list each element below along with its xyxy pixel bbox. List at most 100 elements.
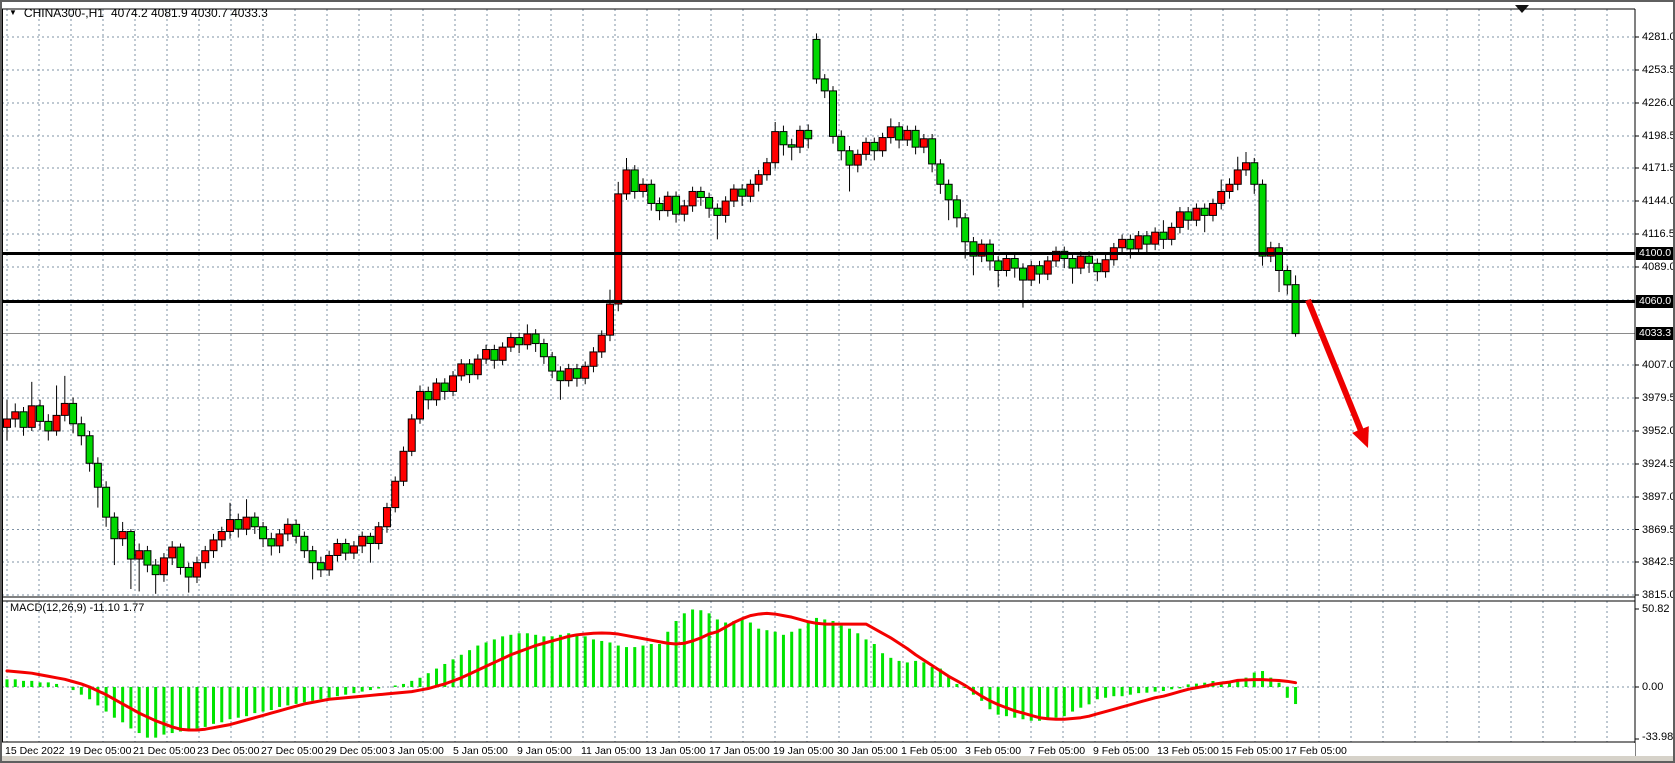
macd-histogram-bar — [641, 645, 645, 687]
macd-histogram-bar — [245, 687, 249, 717]
candle-body — [506, 337, 515, 348]
macd-histogram-bar — [286, 687, 290, 706]
macd-histogram-bar — [162, 687, 166, 735]
candle-body — [366, 535, 375, 545]
macd-histogram-bar — [625, 647, 628, 687]
macd-histogram-bar — [195, 687, 199, 729]
macd-histogram-bar — [1120, 687, 1124, 697]
macd-histogram-bar — [13, 679, 17, 687]
candle-body — [11, 411, 20, 420]
macd-histogram-bar — [22, 680, 26, 687]
candle-body — [581, 365, 590, 379]
candle-body — [705, 196, 714, 209]
macd-histogram-bar — [212, 687, 215, 724]
macd-histogram-bar — [1021, 687, 1025, 720]
macd-histogram-bar — [443, 663, 447, 687]
candle-body — [630, 169, 639, 192]
macd-histogram-bar — [1294, 687, 1298, 705]
candle-body — [358, 535, 367, 547]
candle-body — [143, 550, 152, 566]
price-axis-label: 4089.0 — [1642, 260, 1675, 273]
candle-body — [812, 38, 821, 80]
macd-histogram-bar — [757, 628, 761, 687]
time-axis-label: 5 Jan 05:00 — [453, 745, 508, 757]
price-axis-label: 3842.5 — [1642, 556, 1675, 569]
candle-body — [762, 162, 771, 176]
candle-body — [1093, 262, 1102, 273]
macd-histogram-bar — [1178, 687, 1182, 689]
macd-histogram-bar — [104, 687, 108, 712]
candle-body — [597, 334, 606, 353]
macd-histogram-bar — [1236, 679, 1240, 687]
macd-histogram-bar — [178, 687, 182, 732]
macd-histogram-bar — [154, 687, 158, 738]
candle-body — [1142, 235, 1151, 245]
macd-histogram-bar — [1227, 681, 1231, 687]
macd-histogram-bar — [112, 687, 116, 718]
time-axis-label: 3 Jan 05:00 — [389, 745, 444, 757]
candle-body — [795, 129, 804, 148]
candle-body — [159, 557, 168, 576]
candle-body — [837, 135, 846, 152]
macd-histogram-bar — [798, 628, 802, 687]
macd-histogram-bar — [922, 662, 926, 687]
macd-histogram-bar — [46, 682, 50, 687]
macd-histogram-bar — [294, 687, 298, 704]
macd-histogram-bar — [1153, 687, 1157, 692]
macd-histogram-bar — [583, 636, 587, 687]
candle-body — [548, 356, 557, 372]
macd-histogram-bar — [1194, 683, 1198, 687]
macd-histogram-bar — [988, 687, 992, 710]
candle-body — [250, 516, 259, 528]
candle-body — [27, 405, 36, 428]
candle-body — [77, 423, 86, 437]
candle-body — [1018, 267, 1027, 281]
macd-histogram-bar — [831, 620, 835, 687]
price-axis-label: 4226.0 — [1642, 96, 1675, 109]
price-axis-label: 4007.0 — [1642, 359, 1675, 372]
candle-body — [556, 370, 565, 382]
time-axis-label: 9 Feb 05:00 — [1093, 745, 1150, 757]
candle-body — [1200, 207, 1209, 216]
macd-histogram-bar — [236, 687, 240, 718]
time-axis-label: 17 Feb 05:00 — [1285, 745, 1347, 757]
candle-body — [605, 303, 614, 336]
macd-histogram-bar — [848, 628, 852, 687]
candle-body — [465, 363, 474, 376]
macd-histogram-bar — [1285, 687, 1289, 698]
candle-body — [911, 129, 920, 148]
candle-body — [102, 486, 111, 518]
macd-histogram-bar — [732, 620, 736, 687]
candle-body — [589, 351, 598, 367]
candle-body — [267, 538, 276, 547]
candle-body — [919, 138, 928, 148]
candle-body — [1184, 211, 1193, 221]
macd-histogram-bar — [501, 636, 505, 687]
symbol-dropdown-icon[interactable]: ▼ — [9, 8, 17, 17]
candle-body — [1043, 260, 1052, 275]
candle-body — [1076, 255, 1085, 269]
macd-histogram-bar — [542, 636, 546, 687]
candle-body — [36, 405, 45, 422]
macd-histogram-bar — [1038, 687, 1041, 721]
candle-body — [391, 480, 400, 509]
macd-histogram-bar — [856, 633, 860, 687]
price-axis-label: 3897.0 — [1642, 490, 1675, 503]
macd-histogram-bar — [682, 613, 686, 687]
candle-body — [878, 137, 887, 152]
macd-histogram-bar — [302, 687, 306, 703]
time-axis-label: 27 Dec 05:00 — [261, 745, 324, 757]
candle-body — [341, 543, 350, 554]
candle-body — [85, 435, 94, 464]
candle-body — [1126, 238, 1135, 250]
candle-body — [52, 414, 61, 432]
time-axis-label: 15 Dec 2022 — [5, 745, 65, 757]
time-axis-label: 1 Feb 05:00 — [901, 745, 958, 757]
macd-histogram-bar — [1145, 687, 1149, 693]
candle-body — [325, 554, 334, 571]
macd-histogram-bar — [311, 687, 315, 701]
macd-histogram-bar — [517, 633, 521, 687]
candle-body — [424, 390, 433, 401]
macd-histogram-bar — [930, 667, 934, 687]
